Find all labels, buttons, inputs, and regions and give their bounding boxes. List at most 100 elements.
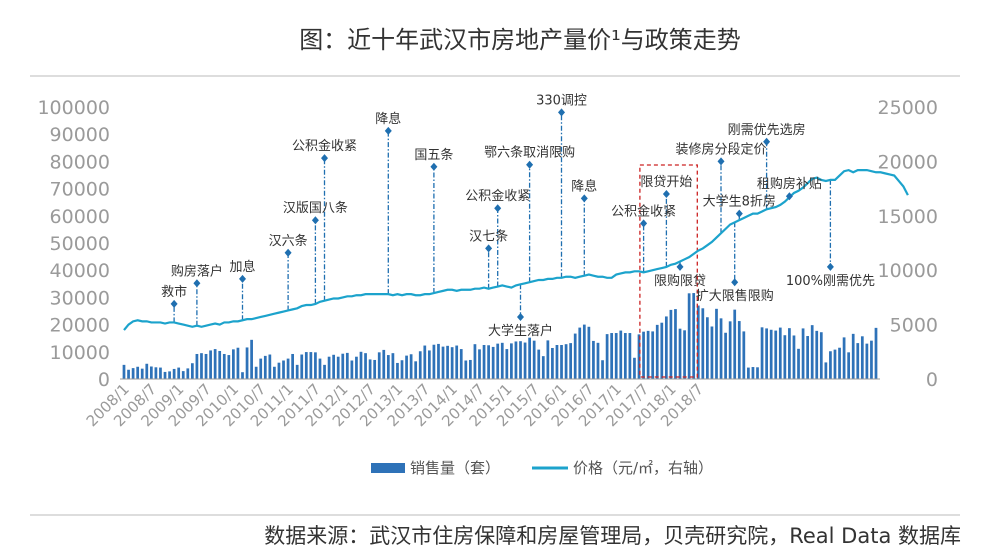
- volume-bar: [423, 345, 427, 379]
- legend-bar-swatch: [371, 463, 405, 473]
- right-tick-label: 10000: [878, 260, 938, 282]
- volume-bar: [564, 344, 568, 379]
- left-tick-label: 50000: [50, 233, 110, 255]
- volume-bar: [838, 347, 841, 379]
- annotation-label: 汉六条: [269, 233, 308, 249]
- volume-bar: [186, 368, 190, 379]
- annotation-label: 限贷开始: [640, 175, 692, 190]
- volume-bar: [696, 305, 700, 379]
- volume-bar: [277, 362, 281, 379]
- volume-bar: [500, 342, 504, 379]
- volume-bar: [596, 342, 600, 379]
- volume-bar: [724, 332, 727, 379]
- volume-bar: [213, 349, 217, 379]
- volume-bar: [710, 326, 714, 379]
- volume-bar: [168, 371, 171, 379]
- volume-bar: [131, 368, 135, 379]
- price-line: [123, 168, 909, 331]
- volume-bar: [145, 363, 149, 379]
- volume-bar: [254, 366, 258, 379]
- volume-bar: [409, 354, 413, 379]
- volume-bar: [414, 361, 418, 379]
- volume-bar: [642, 331, 645, 379]
- volume-bar: [783, 335, 787, 379]
- volume-bar: [282, 360, 285, 379]
- volume-bar: [505, 349, 509, 379]
- volume-bar: [806, 336, 809, 379]
- volume-bar: [309, 352, 313, 379]
- volume-bar: [660, 322, 664, 379]
- volume-bar: [222, 353, 226, 379]
- volume-bar: [245, 347, 249, 379]
- volume-bar: [446, 345, 449, 379]
- volume-bar: [437, 343, 440, 379]
- volume-bar: [774, 330, 778, 379]
- annotation-label: 公积金收紧: [465, 188, 530, 204]
- volume-bar: [341, 353, 345, 379]
- volume-bar: [801, 328, 805, 379]
- volume-bar: [847, 352, 851, 379]
- volume-bar: [728, 321, 732, 379]
- right-tick-label: 5000: [890, 315, 938, 337]
- source-note: 数据来源：武汉市住房保障和房屋管理局，贝壳研究院，Real Data 数据库: [264, 524, 961, 548]
- volume-bar: [350, 360, 354, 379]
- volume-bar: [874, 327, 878, 379]
- volume-bar: [560, 345, 563, 379]
- legend-line-label: 价格（元/㎡，右轴）: [573, 459, 713, 477]
- volume-bar: [400, 360, 404, 379]
- volume-bar: [291, 353, 294, 379]
- chart-title: 图：近十年武汉市房地产量价¹与政策走势: [299, 26, 741, 54]
- volume-bar: [692, 293, 696, 379]
- volume-bar: [181, 371, 185, 379]
- volume-bar: [619, 330, 623, 379]
- volume-bar: [441, 346, 445, 379]
- annotation-marker: [717, 157, 725, 166]
- volume-bar: [432, 344, 436, 379]
- annotation-marker: [731, 278, 739, 287]
- volume-bar: [829, 351, 832, 379]
- volume-bar: [218, 350, 222, 379]
- volume-bar: [715, 308, 718, 379]
- left-tick-label: 70000: [50, 179, 110, 201]
- annotation-label: 装修房分段定价: [675, 141, 766, 157]
- left-tick-label: 10000: [50, 342, 110, 364]
- annotation-label: 公积金收紧: [611, 203, 676, 219]
- left-tick-label: 60000: [50, 206, 110, 228]
- volume-bar: [236, 347, 240, 379]
- volume-bar: [286, 358, 290, 379]
- volume-bar: [268, 354, 272, 379]
- volume-bar: [683, 330, 686, 379]
- volume-bar: [159, 367, 162, 379]
- volume-bar: [523, 342, 527, 379]
- volume-bar: [496, 343, 500, 379]
- volume-bar: [136, 366, 140, 379]
- volume-bar: [163, 371, 167, 379]
- volume-bar: [664, 316, 668, 379]
- volume-bar: [614, 333, 618, 379]
- legend-bar-label: 销售量（套）: [410, 459, 500, 477]
- volume-bar: [386, 355, 390, 379]
- volume-bar: [651, 331, 655, 379]
- volume-bar: [250, 339, 253, 379]
- volume-bar: [532, 340, 536, 379]
- volume-bar: [756, 367, 759, 379]
- volume-bar: [687, 293, 691, 379]
- volume-bar: [870, 340, 873, 379]
- volume-bar: [528, 337, 531, 379]
- volume-bar: [491, 346, 495, 379]
- annotation-label: 大学生8折房: [703, 194, 776, 210]
- volume-bar: [765, 328, 768, 379]
- volume-bar: [209, 350, 212, 379]
- annotation-marker: [170, 299, 178, 308]
- volume-bar: [833, 349, 837, 379]
- volume-bar: [769, 329, 773, 379]
- volume-bar: [555, 345, 559, 379]
- volume-bar: [819, 332, 823, 379]
- volume-bar: [368, 359, 372, 379]
- volume-bar: [304, 352, 308, 379]
- volume-bar: [578, 327, 582, 379]
- volume-bar: [232, 349, 235, 379]
- annotation-label: 降息: [375, 111, 401, 127]
- annotation-label: 救市: [161, 284, 187, 300]
